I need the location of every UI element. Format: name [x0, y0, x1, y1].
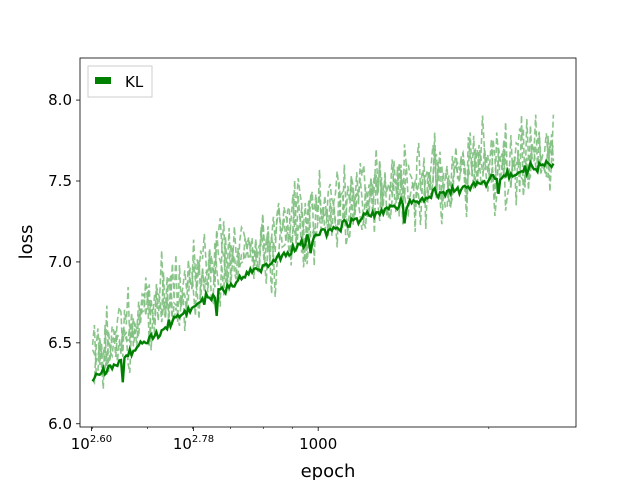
- x-axis-label: epoch: [301, 461, 356, 480]
- y-tick-label: 8.0: [48, 91, 72, 109]
- legend-swatch: [95, 77, 111, 84]
- x-axis: 102.60 102.78 1000: [71, 427, 490, 453]
- legend: KL: [87, 65, 153, 98]
- series-variation-band: [91, 114, 555, 389]
- y-axis-label: loss: [16, 225, 37, 260]
- series-layer: [91, 158, 555, 383]
- plot-frame: [79, 57, 577, 428]
- x-tick-label: 1000: [299, 435, 337, 453]
- y-tick-label: 6.5: [48, 334, 72, 352]
- x-tick-label: 102.60: [71, 434, 112, 453]
- y-tick-label: 7.0: [48, 253, 72, 271]
- series-dashed-line: [91, 114, 555, 386]
- y-axis: 6.0 6.5 7.0 7.5 8.0: [48, 91, 80, 433]
- y-tick-label: 6.0: [48, 415, 72, 433]
- legend-label-kl: KL: [125, 73, 144, 91]
- series-kl-line: [91, 158, 555, 383]
- x-tick-label: 102.78: [173, 434, 214, 453]
- y-tick-label: 7.5: [48, 172, 72, 190]
